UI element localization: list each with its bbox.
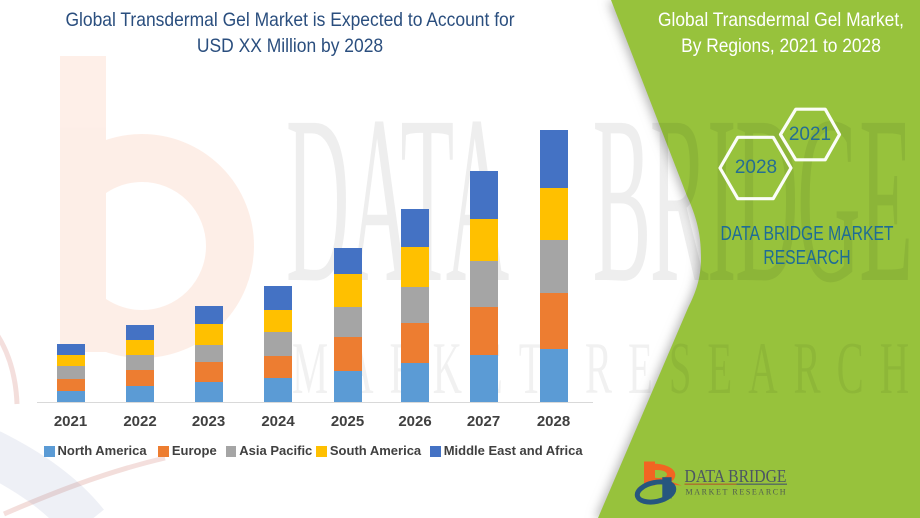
- svg-text:DATA BRIDGE: DATA BRIDGE: [685, 466, 787, 486]
- svg-text:2028: 2028: [735, 157, 777, 178]
- svg-text:MARKET RESEARCH: MARKET RESEARCH: [686, 488, 786, 497]
- svg-text:DATA BRIDGE: DATA BRIDGE: [286, 68, 912, 334]
- svg-text:MARKET RESEARCH: MARKET RESEARCH: [292, 327, 920, 409]
- svg-text:2021: 2021: [789, 124, 831, 145]
